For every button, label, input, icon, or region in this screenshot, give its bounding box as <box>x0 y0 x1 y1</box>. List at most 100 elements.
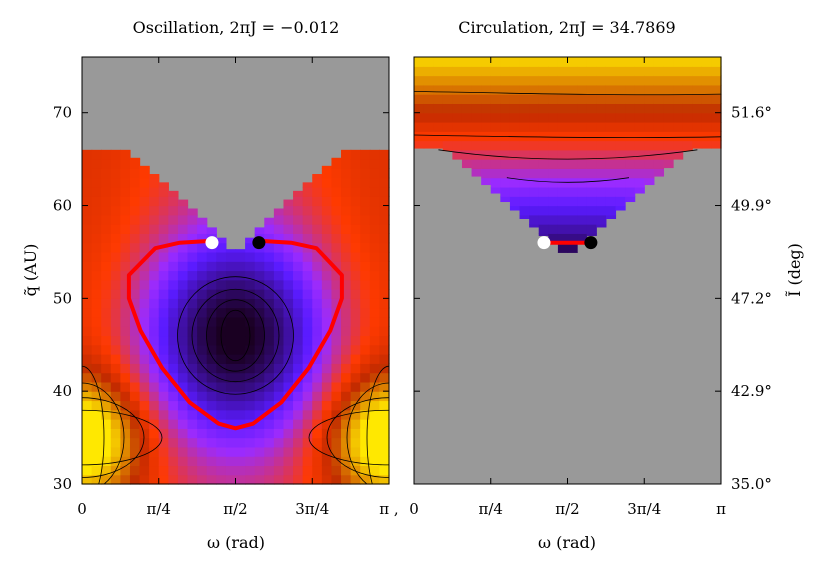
heatmap-cell <box>82 316 93 327</box>
heatmap-cell <box>379 224 390 234</box>
heatmap-cell <box>302 474 313 485</box>
heatmap-cell <box>139 372 150 383</box>
heatmap-cell <box>302 307 313 318</box>
heatmap-cell <box>321 177 333 188</box>
heatmap-cell <box>302 465 313 476</box>
heatmap-cell <box>206 227 217 234</box>
heatmap-cell <box>82 159 93 169</box>
heatmap-cell <box>120 159 131 169</box>
heatmap-cell <box>644 159 655 169</box>
heatmap-cell <box>321 344 333 355</box>
heatmap-cell <box>302 344 313 355</box>
heatmap-cell <box>625 140 636 151</box>
heatmap-cell <box>110 186 121 197</box>
heatmap-cell <box>216 446 227 457</box>
heatmap-cell <box>158 316 169 327</box>
heatmap-cell <box>273 474 285 485</box>
heatmap-cell <box>500 84 511 95</box>
heatmap-cell <box>245 446 256 457</box>
heatmap-cell <box>245 409 256 420</box>
heatmap-cell <box>197 465 208 476</box>
heatmap-cell <box>414 131 425 142</box>
heatmap-cell <box>110 307 121 318</box>
heatmap-cell <box>206 409 217 420</box>
heatmap-cell <box>273 298 285 309</box>
heatmap-cell <box>177 456 189 467</box>
heatmap-cell <box>82 186 93 197</box>
panel-1-heatmap <box>82 57 390 485</box>
heatmap-cell <box>538 177 549 188</box>
heatmap-cell <box>692 66 703 77</box>
heatmap-cell <box>264 456 275 467</box>
heatmap-cell <box>254 289 265 299</box>
heatmap-cell <box>509 159 521 169</box>
heatmap-cell <box>206 446 217 457</box>
heatmap-cell <box>577 84 588 95</box>
heatmap-cell <box>350 279 361 290</box>
heatmap-cell <box>254 270 265 281</box>
heatmap-cell <box>101 335 112 346</box>
heatmap-cell <box>663 149 674 160</box>
heatmap-cell <box>110 233 121 244</box>
heatmap-cell <box>129 316 141 327</box>
heatmap-cell <box>701 131 712 142</box>
heatmap-cell <box>500 177 511 188</box>
heatmap-cell <box>264 446 275 457</box>
heatmap-cell <box>369 400 380 411</box>
heatmap-cell <box>350 344 361 355</box>
heatmap-cell <box>168 190 179 197</box>
heatmap-cell <box>331 157 342 160</box>
heatmap-cell <box>673 131 684 142</box>
heatmap-cell <box>471 66 482 77</box>
heatmap-cell <box>567 131 578 142</box>
heatmap-cell <box>644 131 655 142</box>
contour-line <box>177 276 294 395</box>
heatmap-cell <box>235 391 246 402</box>
heatmap-cell <box>557 224 569 234</box>
heatmap-cell <box>120 344 131 355</box>
heatmap-cell <box>461 121 473 132</box>
heatmap-cell <box>168 326 179 337</box>
heatmap-cell <box>711 121 722 132</box>
contour-line <box>82 409 163 466</box>
heatmap-cell <box>509 177 521 188</box>
heatmap-cell <box>360 205 371 216</box>
heatmap-cell <box>139 344 150 355</box>
heatmap-cell <box>158 196 169 207</box>
heatmap-cell <box>634 57 645 67</box>
heatmap-cell <box>586 233 597 236</box>
heatmap-cell <box>490 66 501 77</box>
heatmap-cell <box>187 391 198 402</box>
heatmap-cell <box>187 465 198 476</box>
heatmap-cell <box>302 182 313 188</box>
heatmap-cell <box>350 409 361 420</box>
heatmap-cell <box>139 391 150 402</box>
heatmap-cell <box>567 149 578 160</box>
heatmap-cell <box>567 121 578 132</box>
heatmap-cell <box>471 168 482 177</box>
heatmap-cell <box>177 307 189 318</box>
heatmap-cell <box>461 149 473 160</box>
x-tick-label: π/2 <box>555 500 579 518</box>
heatmap-cell <box>197 391 208 402</box>
heatmap-cell <box>350 437 361 448</box>
heatmap-cell <box>423 103 434 114</box>
heatmap-cell <box>158 437 169 448</box>
heatmap-cell <box>567 186 578 197</box>
heatmap-cell <box>350 298 361 309</box>
heatmap-cell <box>245 298 256 309</box>
heatmap-cell <box>158 409 169 420</box>
heatmap-cell <box>302 289 313 299</box>
heatmap-cell <box>293 233 304 244</box>
heatmap-cell <box>644 84 655 95</box>
heatmap-cell <box>293 474 304 485</box>
heatmap-cell <box>379 242 390 253</box>
heatmap-cell <box>158 214 169 225</box>
heatmap-cell <box>206 316 217 327</box>
heatmap-cell <box>101 354 112 364</box>
heatmap-cell <box>557 84 569 95</box>
heatmap-cell <box>331 354 342 364</box>
heatmap-cell <box>369 298 380 309</box>
heatmap-cell <box>341 354 352 364</box>
